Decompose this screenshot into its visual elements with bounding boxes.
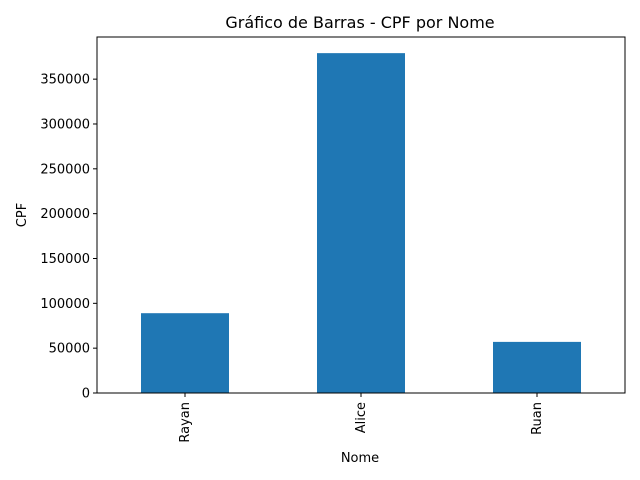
y-tick-label: 300000 (40, 117, 90, 132)
y-tick-label: 250000 (40, 162, 90, 177)
y-tick-label: 150000 (40, 252, 90, 267)
bars-group (141, 53, 581, 394)
chart-title: Gráfico de Barras - CPF por Nome (225, 13, 494, 32)
x-axis-label: Nome (341, 451, 379, 466)
x-tick-label: Rayan (178, 402, 193, 443)
y-tick-label: 200000 (40, 207, 90, 222)
plot-frame (96, 36, 626, 394)
x-axis-ticks: Rayan Alice Ruan (178, 393, 545, 443)
y-tick-label: 0 (82, 387, 90, 402)
x-tick-label: Alice (354, 402, 369, 433)
y-tick-label: 100000 (40, 297, 90, 312)
y-tick-label: 350000 (40, 73, 90, 88)
y-tick-label: 50000 (49, 342, 90, 357)
y-axis-ticks: 0 50000 100000 150000 200000 250000 300000 3500… (40, 73, 97, 402)
bar-rayan (141, 313, 229, 393)
y-axis-label: CPF (15, 203, 30, 227)
bar-alice (317, 53, 405, 394)
x-tick-label: Ruan (530, 402, 545, 435)
bar-ruan (493, 341, 581, 393)
